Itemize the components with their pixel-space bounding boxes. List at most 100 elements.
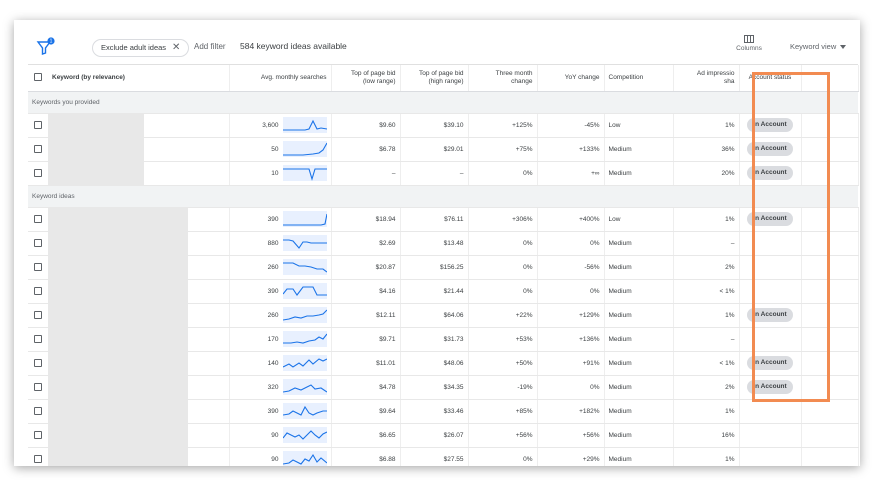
close-icon[interactable]: ✕ — [172, 42, 181, 53]
three-month-cell: 0% — [468, 231, 538, 256]
row-checkbox[interactable] — [34, 263, 42, 271]
avg-searches-wrap: 260 — [234, 307, 327, 323]
row-checkbox[interactable] — [34, 287, 42, 295]
header-avg-searches[interactable]: Avg. monthly searches — [229, 65, 332, 92]
row-checkbox[interactable] — [34, 169, 42, 177]
trend-sparkline[interactable] — [282, 355, 327, 371]
keyword-cell[interactable] — [48, 351, 230, 376]
row-checkbox[interactable] — [34, 455, 42, 463]
table-row[interactable]: 390 $9.64 $33.46 +85% +182% Medium 1% — [28, 399, 859, 424]
table-row[interactable]: 170 $9.71 $31.73 +53% +136% Medium – — [28, 327, 859, 352]
competition-cell: Medium — [604, 447, 674, 466]
keyword-cell[interactable] — [48, 399, 230, 424]
row-checkbox[interactable] — [34, 359, 42, 367]
trend-sparkline[interactable] — [282, 235, 327, 251]
row-checkbox-cell — [28, 399, 48, 424]
trend-sparkline[interactable] — [282, 259, 327, 275]
header-keyword[interactable]: Keyword (by relevance) — [48, 65, 230, 92]
trend-sparkline[interactable] — [282, 283, 327, 299]
trend-sparkline[interactable] — [282, 211, 327, 227]
keyword-cell[interactable] — [48, 423, 230, 448]
bid-high-cell: $29.01 — [400, 137, 469, 162]
table-row[interactable]: 90 $6.65 $26.07 +56% +56% Medium 16% — [28, 423, 859, 448]
filter-icon[interactable]: 1 — [36, 37, 56, 57]
yoy-cell: +133% — [537, 137, 605, 162]
row-spacer — [801, 137, 859, 162]
table-row[interactable]: 3,600 $9.60 $39.10 +125% -45% Low 1% In Account — [28, 113, 859, 138]
trend-line — [282, 213, 327, 226]
columns-button[interactable]: Columns — [734, 35, 764, 52]
trend-sparkline[interactable] — [282, 427, 327, 443]
header-bid-low-line2: (low range) — [362, 77, 396, 85]
keyword-cell[interactable] — [48, 327, 230, 352]
keyword-cell[interactable] — [48, 447, 230, 466]
header-three-month[interactable]: Three month change — [468, 65, 538, 92]
avg-searches-cell: 90 — [229, 447, 332, 466]
yoy-cell: 0% — [537, 375, 605, 400]
keyword-cell[interactable] — [48, 207, 230, 232]
account-status-cell: In Account — [739, 375, 802, 400]
trend-sparkline[interactable] — [282, 331, 327, 347]
table-row[interactable]: 90 $6.88 $27.55 0% +29% Medium 1% — [28, 447, 859, 466]
redacted-keyword — [48, 303, 188, 327]
keyword-cell[interactable] — [48, 113, 230, 138]
avg-searches-cell: 170 — [229, 327, 332, 352]
keyword-cell[interactable] — [48, 137, 230, 162]
trend-line — [282, 309, 327, 321]
header-yoy[interactable]: YoY change — [537, 65, 605, 92]
row-checkbox[interactable] — [34, 311, 42, 319]
keyword-cell[interactable] — [48, 231, 230, 256]
account-status-cell: In Account — [739, 351, 802, 376]
bid-high-cell: $76.11 — [400, 207, 469, 232]
row-checkbox[interactable] — [34, 407, 42, 415]
row-checkbox[interactable] — [34, 215, 42, 223]
bid-high-cell: $48.06 — [400, 351, 469, 376]
table-row[interactable]: 390 $18.94 $76.11 +306% +400% Low 1% In Account — [28, 207, 859, 232]
table-row[interactable]: 320 $4.78 $34.35 -19% 0% Medium 2% In Account — [28, 375, 859, 400]
table-row[interactable]: 50 $6.78 $29.01 +75% +133% Medium 36% In Accoun… — [28, 137, 859, 162]
filter-count-badge: 1 — [50, 39, 53, 45]
avg-searches-cell: 10 — [229, 161, 332, 186]
keyword-cell[interactable] — [48, 303, 230, 328]
table-row[interactable]: 140 $11.01 $48.06 +50% +91% Medium < 1% In Acco… — [28, 351, 859, 376]
select-all-checkbox[interactable] — [34, 73, 42, 82]
header-competition[interactable]: Competition — [604, 65, 674, 92]
row-checkbox[interactable] — [34, 145, 42, 153]
trend-sparkline[interactable] — [282, 307, 327, 323]
table-row[interactable]: 260 $20.87 $156.25 0% -56% Medium 2% — [28, 255, 859, 280]
header-account-status[interactable]: Account status — [739, 65, 802, 92]
trend-sparkline[interactable] — [282, 403, 327, 419]
three-month-cell: 0% — [468, 447, 538, 466]
yoy-cell: +400% — [537, 207, 605, 232]
account-status-cell: In Account — [739, 137, 802, 162]
table-row[interactable]: 880 $2.69 $13.48 0% 0% Medium – — [28, 231, 859, 256]
trend-sparkline[interactable] — [282, 379, 327, 395]
three-month-cell: -19% — [468, 375, 538, 400]
table-row[interactable]: 260 $12.11 $64.06 +22% +129% Medium 1% In Accou… — [28, 303, 859, 328]
trend-sparkline[interactable] — [282, 451, 327, 466]
header-bid-high[interactable]: Top of page bid (high range) — [400, 65, 469, 92]
trend-sparkline[interactable] — [282, 117, 327, 133]
trend-line — [282, 286, 327, 296]
row-checkbox[interactable] — [34, 431, 42, 439]
trend-sparkline[interactable] — [282, 165, 327, 181]
impression-share-cell: 20% — [673, 161, 740, 186]
row-checkbox[interactable] — [34, 383, 42, 391]
keyword-view-dropdown[interactable]: Keyword view — [790, 42, 847, 51]
keyword-cell[interactable] — [48, 279, 230, 304]
exclude-adult-ideas-chip[interactable]: Exclude adult ideas ✕ — [92, 39, 190, 57]
trend-sparkline[interactable] — [282, 141, 327, 157]
keyword-cell[interactable] — [48, 161, 230, 186]
table-row[interactable]: 390 $4.16 $21.44 0% 0% Medium < 1% — [28, 279, 859, 304]
keyword-cell[interactable] — [48, 255, 230, 280]
row-spacer — [801, 161, 859, 186]
table-row[interactable]: 10– –0% +∞ Medium 20% In Account — [28, 161, 859, 186]
header-bid-low[interactable]: Top of page bid (low range) — [331, 65, 401, 92]
row-checkbox[interactable] — [34, 239, 42, 247]
keyword-cell[interactable] — [48, 375, 230, 400]
add-filter-button[interactable]: Add filter — [194, 42, 226, 51]
header-impression-share[interactable]: Ad impressio sha — [673, 65, 740, 92]
row-spacer — [801, 207, 859, 232]
row-checkbox[interactable] — [34, 335, 42, 343]
row-checkbox[interactable] — [34, 121, 42, 129]
